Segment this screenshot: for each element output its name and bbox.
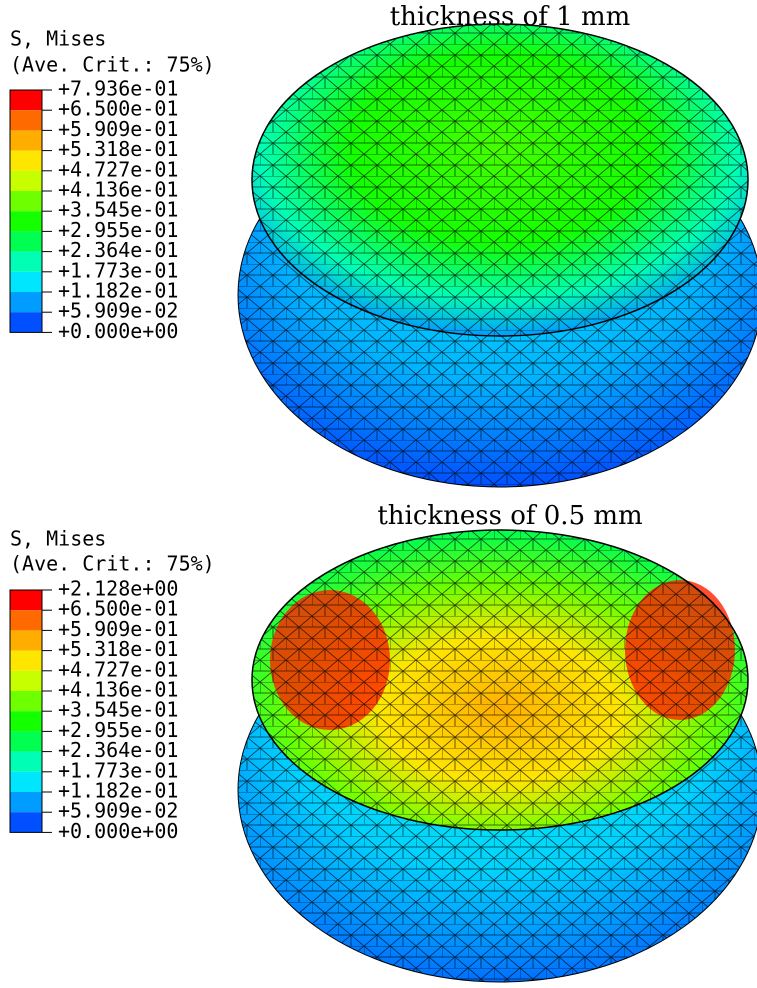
legend-swatch (10, 630, 42, 650)
legend: +2.128e+00+6.500e-01+5.909e-01+5.318e-01… (10, 577, 178, 843)
legend-swatch (10, 812, 42, 832)
legend-swatch (10, 151, 42, 171)
panel-title: thickness of 1 mm (390, 2, 631, 32)
legend-swatch (10, 711, 42, 731)
mesh-view (238, 530, 757, 982)
legend-swatch (10, 671, 42, 691)
legend-swatch (10, 191, 42, 211)
legend-label: +0.000e+00 (58, 319, 178, 343)
legend-swatch (10, 610, 42, 630)
legend-swatch (10, 752, 42, 772)
legend-swatch (10, 211, 42, 231)
panel: thickness of 1 mm S, Mises (Ave. Crit.: … (10, 2, 757, 487)
legend-swatch (10, 130, 42, 150)
figure: thickness of 1 mm S, Mises (Ave. Crit.: … (0, 0, 757, 988)
page: thickness of 1 mm S, Mises (Ave. Crit.: … (0, 0, 757, 988)
legend-subtitle: (Ave. Crit.: 75%) (10, 552, 215, 576)
legend-title: S, Mises (10, 527, 106, 551)
legend-swatch (10, 590, 42, 610)
panel-title: thickness of 0.5 mm (377, 501, 642, 531)
legend-swatch (10, 272, 42, 292)
legend-swatch (10, 731, 42, 751)
legend-title: S, Mises (10, 27, 106, 51)
legend-swatch (10, 171, 42, 191)
legend-swatch (10, 312, 42, 332)
legend-subtitle: (Ave. Crit.: 75%) (10, 53, 215, 77)
panel: thickness of 0.5 mm S, Mises (Ave. Crit.… (10, 501, 757, 982)
legend-swatch (10, 231, 42, 251)
mesh-view (238, 24, 757, 487)
legend-swatch (10, 651, 42, 671)
legend-swatch (10, 90, 42, 110)
legend-swatch (10, 691, 42, 711)
legend-swatch (10, 252, 42, 272)
legend-swatch (10, 292, 42, 312)
legend-swatch (10, 772, 42, 792)
legend-swatch (10, 792, 42, 812)
legend-swatch (10, 110, 42, 130)
legend: +7.936e-01+6.500e-01+5.909e-01+5.318e-01… (10, 77, 178, 343)
legend-label: +0.000e+00 (58, 819, 178, 843)
